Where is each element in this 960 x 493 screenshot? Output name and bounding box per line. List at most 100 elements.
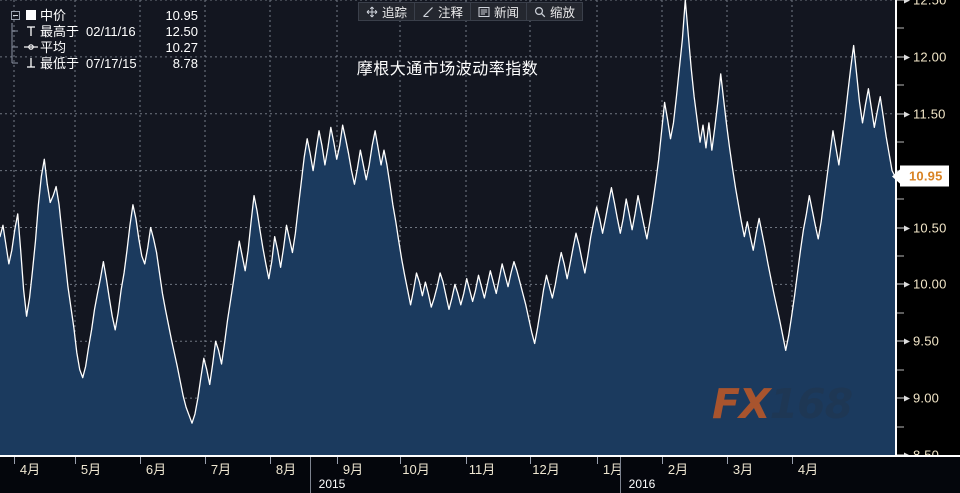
last-price-callout: 10.95 [900, 165, 949, 187]
price-area-chart [0, 0, 895, 455]
tree-line-icon [11, 23, 18, 39]
date-axis-tick [792, 457, 793, 464]
date-axis-tick [270, 457, 271, 464]
legend-label-average: 平均 [40, 39, 67, 55]
toolbar-button-news[interactable]: 新闻 [470, 2, 527, 21]
high-marker-icon [27, 26, 35, 36]
legend-row-mid[interactable]: 中价 10.95 [8, 7, 198, 23]
toolbar-label-zoom: 缩放 [550, 6, 576, 20]
series-line [0, 0, 895, 424]
date-axis-label: 7月 [210, 462, 232, 477]
value-axis-minor-tick [897, 141, 904, 143]
date-axis-label: 12月 [532, 462, 560, 477]
legend-row-high[interactable]: 最高于 02/11/16 12.50 [8, 23, 198, 39]
page-title: 摩根大通市场波动率指数 [356, 61, 539, 78]
toolbar-label-track: 追踪 [382, 6, 408, 20]
year-divider [310, 457, 311, 493]
date-axis-label: 1月 [602, 462, 624, 477]
average-dash-dot-icon [24, 44, 38, 50]
tree-branch-icon [8, 23, 22, 39]
legend-value-high: 12.50 [165, 23, 198, 39]
date-axis-label: 4月 [19, 462, 41, 477]
toolbar-button-annotate[interactable]: 注释 [414, 2, 471, 21]
date-axis-tick [662, 457, 663, 464]
toolbar-button-track[interactable]: 追踪 [358, 2, 415, 21]
date-axis-label: 10月 [402, 462, 430, 477]
value-axis-tick [897, 338, 910, 345]
toolbar-button-zoom[interactable]: 缩放 [526, 2, 584, 21]
date-axis-tick [466, 457, 467, 464]
value-axis-minor-tick [897, 84, 904, 86]
tree-branch-icon [8, 39, 22, 55]
legend-label-high: 最高于 [40, 23, 80, 39]
crosshair-move-icon [366, 6, 378, 17]
value-axis-tick [897, 281, 910, 288]
magnifier-icon [535, 6, 546, 17]
date-axis-tick [140, 457, 141, 464]
watermark-fx-text: FX [712, 380, 771, 428]
date-axis-tick [205, 457, 206, 464]
value-axis-minor-tick [897, 426, 904, 428]
value-axis-tick [897, 395, 910, 402]
value-axis-label: 10.00 [913, 276, 947, 292]
value-axis-label: 11.50 [913, 106, 946, 122]
date-axis-tick [337, 457, 338, 464]
legend-date-low: 07/17/15 [86, 55, 137, 71]
value-axis-label: 9.50 [913, 333, 940, 349]
diagonal-line-icon [423, 6, 433, 17]
date-axis: 4月 5月 6月 7月 8月 9月 10月 11月 12月 1月 2月 3月 4月 2015 2016 [0, 455, 960, 493]
legend-label-mid: 中价 [40, 7, 67, 23]
date-axis-label: 6月 [145, 462, 167, 477]
watermark-168-text: 168 [769, 380, 854, 428]
value-axis-tick [897, 54, 910, 61]
value-axis-label: 12.00 [913, 49, 947, 65]
legend-label-low: 最低于 [40, 55, 80, 71]
date-axis-tick [14, 457, 15, 464]
legend-row-average[interactable]: 平均 10.27 [8, 39, 198, 55]
value-axis-tick [897, 225, 910, 231]
legend-value-average: 10.27 [165, 39, 198, 55]
low-bracket-icon [22, 56, 40, 70]
legend-value-low: 8.78 [172, 55, 198, 71]
average-marker-icon [22, 41, 40, 53]
value-axis-minor-tick [897, 27, 904, 29]
date-axis-label: 11月 [468, 462, 496, 477]
year-divider [620, 457, 621, 493]
tree-line-icon [11, 39, 18, 55]
value-axis-label: 9.00 [913, 390, 940, 406]
value-axis-minor-tick [897, 369, 904, 371]
collapse-toggle-icon[interactable] [8, 10, 22, 20]
toolbar-label-news: 新闻 [494, 6, 520, 20]
value-axis-minor-tick [897, 312, 904, 314]
date-axis-tick [400, 457, 401, 464]
value-axis-minor-tick [897, 198, 904, 200]
fx168-watermark: FX168 [712, 384, 853, 425]
chart-toolbar[interactable]: 追踪 注释 新闻 缩放 [358, 2, 584, 21]
date-axis-tick [727, 457, 728, 464]
legend-row-low[interactable]: 最低于 07/17/15 8.78 [8, 55, 198, 71]
news-list-icon [478, 6, 490, 17]
high-bracket-icon [22, 24, 40, 38]
date-axis-year-label: 2016 [628, 477, 656, 491]
series-area-fill [0, 0, 895, 455]
value-axis-label: 12.50 [913, 0, 947, 8]
chart-plot-area[interactable]: 摩根大通市场波动率指数 FX168 [0, 0, 895, 455]
date-axis-label: 4月 [797, 462, 819, 477]
date-axis-label: 2月 [667, 462, 689, 477]
toolbar-label-annotate: 注释 [438, 6, 464, 20]
date-axis-year-label: 2015 [318, 477, 346, 491]
series-legend: 中价 10.95 最高于 02/11/16 12.50 [8, 7, 198, 71]
tree-line-end-icon [11, 55, 18, 64]
value-axis-label: 10.50 [913, 220, 947, 235]
date-axis-tick [597, 457, 598, 464]
value-axis-minor-tick [897, 255, 904, 257]
date-axis-label: 5月 [80, 462, 102, 477]
date-axis-label: 9月 [342, 462, 364, 477]
legend-date-high: 02/11/16 [86, 23, 136, 39]
value-axis: 12.5012.0011.5011.0010.5010.009.509.008.… [895, 0, 960, 463]
low-marker-icon [27, 58, 35, 68]
value-axis-tick [897, 111, 910, 118]
white-square-swatch-icon [22, 10, 40, 20]
value-axis-tick [897, 0, 910, 4]
